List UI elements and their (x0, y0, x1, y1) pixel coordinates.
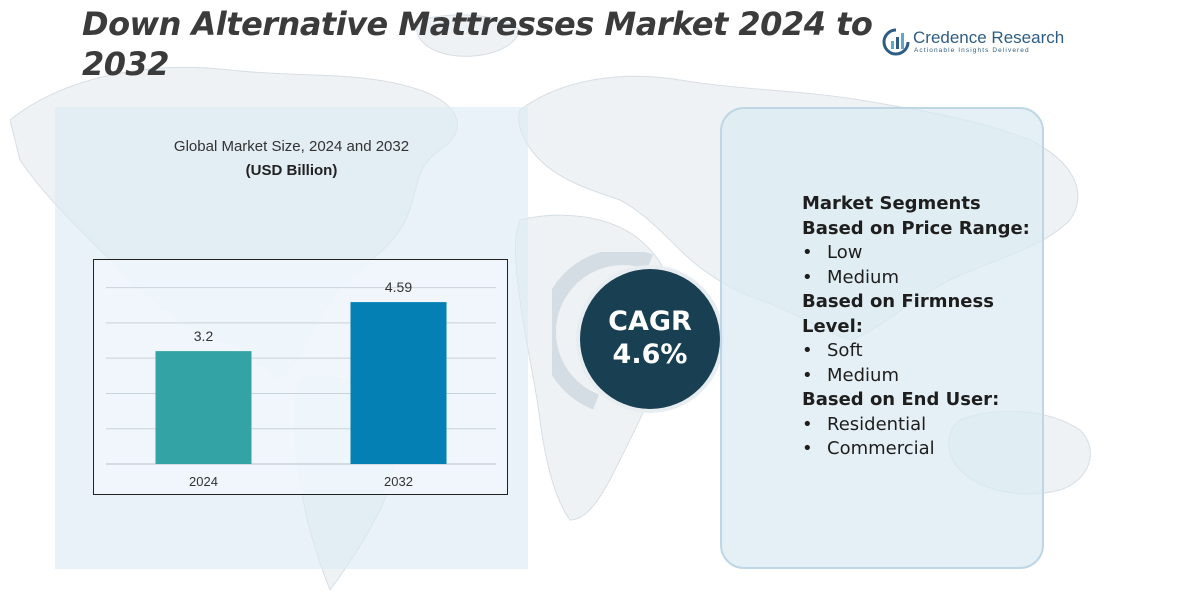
bar-value-label-2024: 3.2 (194, 328, 214, 344)
segment-item: Low (802, 241, 1042, 266)
segments-heading: Market Segments (802, 193, 981, 214)
cagr-ring-decoration (552, 252, 653, 410)
bar-2024 (155, 351, 252, 464)
segment-item: Residential (802, 413, 1042, 438)
chart-unit-label: (USD Billion) (245, 162, 338, 179)
cagr-label: CAGR (608, 306, 692, 337)
segment-group-heading-2: Based on End User: (802, 389, 1000, 410)
bar-chart-svg: 3.2 2024 4.59 2032 (106, 279, 496, 489)
segment-group-heading-0: Based on Price Range: (802, 217, 1030, 239)
bar-value-label-2032: 4.59 (385, 279, 412, 295)
segment-item: Medium (802, 364, 1042, 389)
bar-2032 (350, 302, 447, 464)
segment-item: Soft (802, 339, 1042, 364)
logo-mark-icon (882, 28, 910, 56)
segment-group-list-1: SoftMedium (802, 339, 1042, 388)
chart-title: Global Market Size, 2024 and 2032 (173, 138, 410, 155)
segment-group-list-0: LowMedium (802, 241, 1042, 290)
cagr-value: 4.6% (612, 339, 688, 370)
logo-name: Credence Research (913, 28, 1065, 47)
segments-panel (720, 107, 1044, 569)
credence-research-logo: Credence Research Actionable Insights De… (882, 26, 1072, 60)
segment-group-heading-1: Based on Firmness Level: (802, 291, 994, 337)
segment-item: Commercial (802, 437, 1042, 462)
x-tick-label-2024: 2024 (189, 474, 218, 489)
logo-tagline: Actionable Insights Delivered (914, 47, 1030, 54)
segment-item: Medium (802, 266, 1042, 291)
segment-group-list-2: ResidentialCommercial (802, 413, 1042, 462)
page-title: Down Alternative Mattresses Market 2024 … (82, 5, 873, 83)
x-tick-label-2032: 2032 (384, 474, 413, 489)
cagr-badge: CAGR 4.6% (580, 269, 720, 409)
bar-chart: 3.2 2024 4.59 2032 (93, 259, 508, 495)
